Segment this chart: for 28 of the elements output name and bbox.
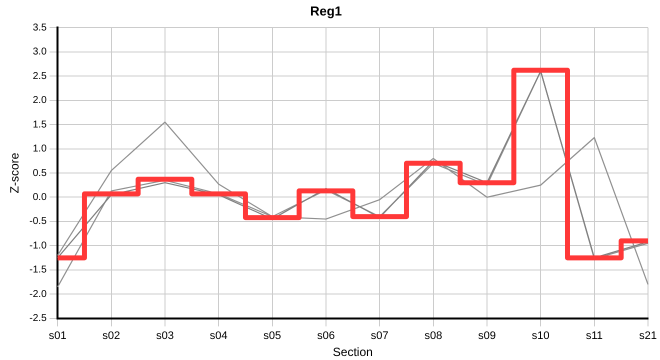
x-tick-label: s11	[586, 330, 603, 342]
y-tick-label: 0.5	[32, 168, 48, 179]
x-tick-label: s10	[532, 330, 550, 342]
y-tick-label: 1.5	[32, 119, 48, 130]
x-tick-label: s06	[317, 330, 335, 342]
y-tick-label: 3.0	[32, 46, 48, 58]
x-tick-label: s04	[210, 330, 228, 342]
y-tick-label: 1.0	[32, 144, 48, 155]
y-tick-label: 0.0	[32, 192, 48, 203]
y-tick-label: 2.5	[32, 70, 48, 82]
y-tick-label: 3.5	[32, 22, 48, 34]
chart-title: Reg1	[310, 3, 342, 18]
x-tick-label: s09	[478, 330, 496, 342]
x-tick-label: s02	[102, 330, 120, 342]
y-tick-label: 2.0	[32, 95, 48, 106]
y-tick-label: -1.0	[29, 240, 48, 252]
x-tick-label: s05	[263, 330, 282, 342]
y-axis-title: Z-score	[8, 152, 22, 194]
x-tick-label: s01	[48, 330, 67, 342]
y-tick-label: -0.5	[29, 216, 48, 228]
x-tick-label: s08	[424, 330, 442, 342]
y-tick-label: -2.5	[29, 313, 48, 324]
x-tick-label: s07	[370, 330, 389, 342]
x-tick-label: s03	[156, 330, 174, 342]
x-axis-title: Section	[332, 345, 373, 360]
y-tick-label: -2.0	[29, 288, 48, 300]
x-tick-label: s21	[639, 330, 657, 342]
y-tick-label: -1.5	[29, 264, 48, 276]
